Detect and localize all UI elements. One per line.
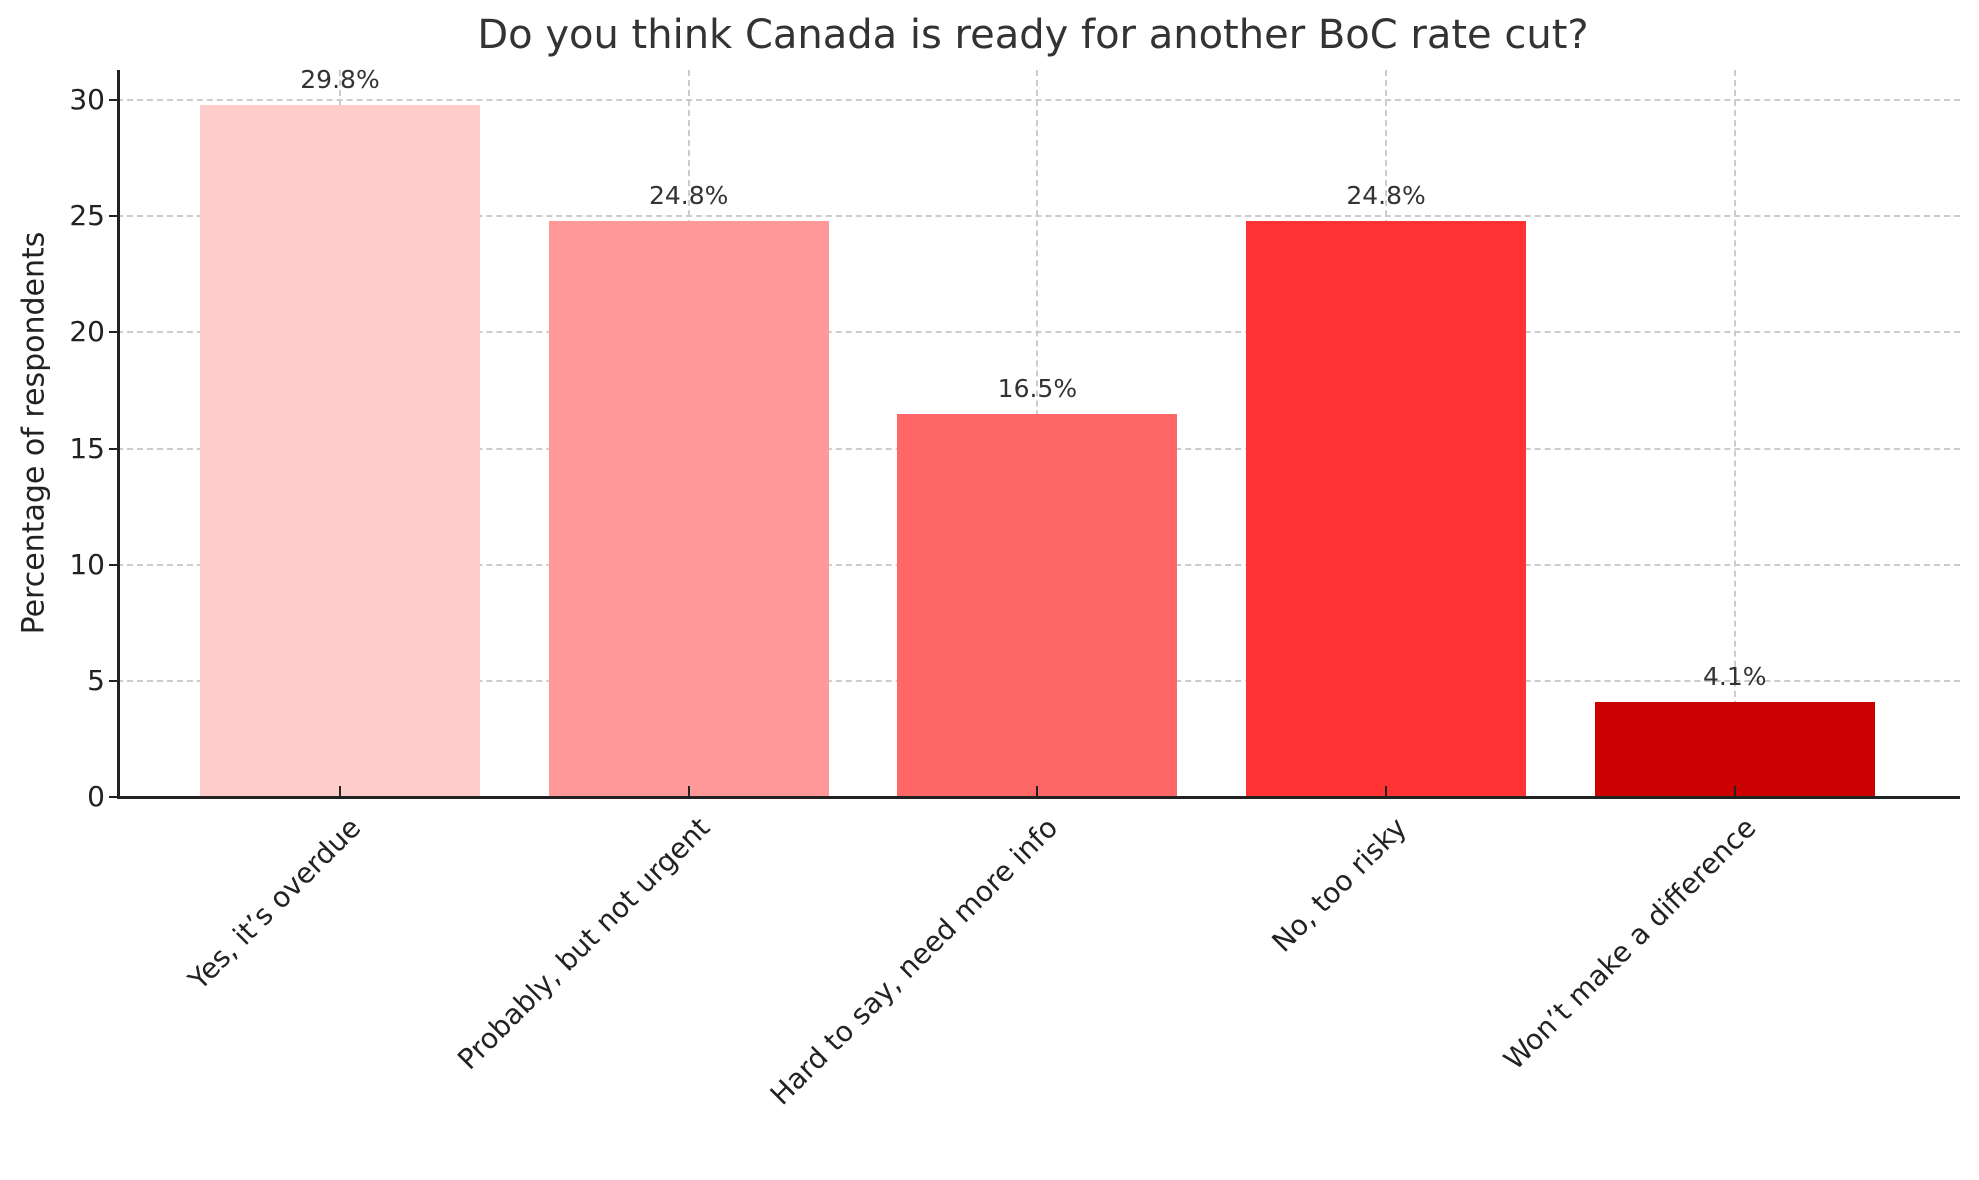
- y-tick-label: 5: [87, 663, 105, 697]
- bar-value-label: 16.5%: [997, 373, 1078, 403]
- chart-title: Do you think Canada is ready for another…: [477, 12, 1589, 58]
- x-tick-label: Yes, it’s overdue: [182, 811, 368, 997]
- x-tick-label: Hard to say, need more info: [764, 811, 1065, 1112]
- bar-value-label: 4.1%: [1703, 661, 1767, 691]
- y-tick-label: 10: [69, 547, 105, 581]
- x-tick-mark: [687, 786, 690, 796]
- y-tick-mark: [109, 796, 117, 798]
- y-tick-mark: [109, 679, 117, 682]
- h-gridline: [117, 331, 1960, 334]
- bar-value-label: 29.8%: [300, 64, 380, 94]
- y-tick-mark: [109, 215, 117, 218]
- bar: [897, 413, 1178, 797]
- y-tick-label: 30: [69, 83, 105, 117]
- bar: [1594, 701, 1875, 797]
- h-gridline: [117, 99, 1960, 102]
- y-tick-mark: [109, 563, 117, 566]
- plot-area: 29.8% 24.8% 16.5% 24.8% 4.1% 0 5 10 15 20 25 30: [69, 65, 1960, 813]
- x-tick-mark: [339, 786, 341, 796]
- bar-value-label: 24.8%: [1346, 180, 1426, 210]
- y-tick-mark: [109, 331, 117, 334]
- x-axis-line: [117, 796, 1960, 799]
- x-tick-mark: [1036, 786, 1039, 796]
- h-gridline: [117, 215, 1960, 218]
- bar: [1246, 220, 1527, 797]
- y-tick-mark: [109, 447, 117, 450]
- y-tick-mark: [109, 99, 117, 102]
- y-tick-label: 25: [69, 199, 105, 233]
- bar: [200, 104, 480, 797]
- x-tick-mark: [1733, 786, 1736, 796]
- v-gridline: [1733, 70, 1736, 797]
- bar: [548, 220, 829, 797]
- x-tick-mark: [1385, 786, 1388, 796]
- y-tick-label: 20: [69, 315, 105, 349]
- x-tick-label: Won’t make a difference: [1496, 811, 1763, 1077]
- x-tick-label: Probably, but not urgent: [450, 811, 716, 1077]
- bar-value-label: 24.8%: [648, 180, 729, 210]
- x-tick-label: No, too risky: [1265, 811, 1414, 959]
- y-axis-line: [117, 70, 120, 799]
- y-tick-label: 15: [69, 431, 105, 465]
- y-tick-label: 0: [87, 780, 105, 813]
